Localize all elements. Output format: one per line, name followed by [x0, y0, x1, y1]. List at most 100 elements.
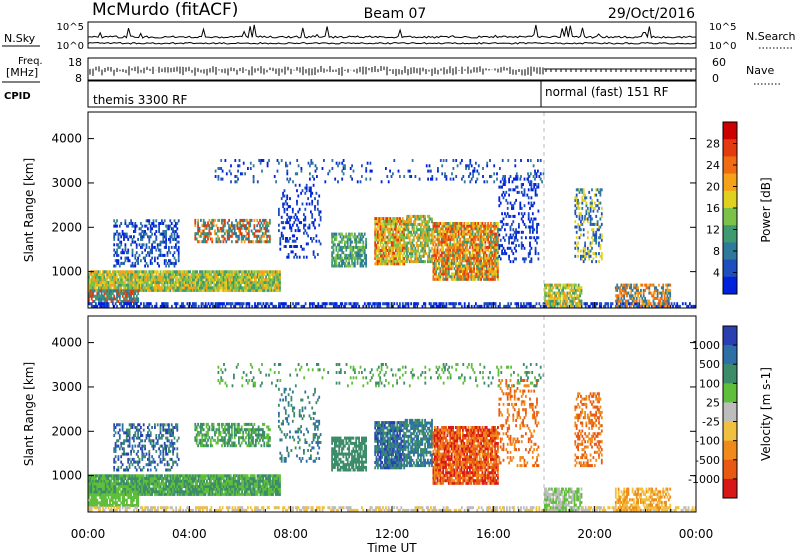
scatter-cell [456, 264, 459, 268]
scatter-cell [515, 244, 517, 248]
scatter-cell [103, 294, 106, 298]
scatter-cell [296, 215, 298, 219]
scatter-cell [138, 275, 141, 279]
scatter-cell [378, 246, 381, 250]
scatter-cell [429, 249, 432, 253]
scatter-cell [222, 240, 225, 244]
scatter-cell [310, 237, 312, 240]
scatter-cell [383, 251, 386, 255]
scatter-cell [225, 286, 228, 290]
scatter-cell [424, 222, 426, 226]
scatter-cell [204, 270, 207, 274]
scatter-cell [351, 251, 353, 255]
scatter-cell [584, 254, 586, 258]
scatter-cell [218, 281, 221, 284]
scatter-cell [120, 292, 123, 295]
scatter-cell [161, 219, 163, 223]
scatter-cell [477, 256, 480, 260]
scatter-cell [485, 227, 488, 231]
scatter-cell [474, 256, 477, 260]
scatter-cell [106, 300, 109, 303]
scatter-cell [382, 238, 385, 242]
scatter-cell [621, 283, 624, 287]
scatter-cell [168, 288, 170, 292]
scatter-cell [399, 227, 401, 231]
scatter-cell [569, 291, 572, 295]
scatter-cell [89, 289, 92, 293]
scatter-cell [536, 185, 538, 189]
scatter-cell [616, 304, 619, 308]
scatter-cell [90, 292, 93, 295]
scatter-cell [478, 261, 481, 265]
scatter-cell [214, 288, 217, 292]
scatter-cell [206, 270, 208, 274]
scatter-cell [452, 259, 454, 263]
scatter-cell [487, 272, 489, 276]
scatter-cell [586, 249, 589, 253]
scatter-cell [140, 270, 142, 274]
scatter-cell [279, 304, 282, 308]
scatter-cell [187, 283, 190, 287]
scatter-cell [431, 236, 433, 240]
scatter-cell [491, 275, 494, 279]
scatter-cell [104, 304, 107, 308]
scatter-cell [470, 261, 473, 265]
scatter-cell [374, 262, 377, 266]
scatter-cell [207, 232, 209, 236]
scatter-cell [427, 230, 429, 234]
scatter-cell [238, 234, 240, 238]
scatter-cell [266, 281, 269, 284]
scatter-cell [620, 302, 623, 306]
scatter-cell [193, 288, 196, 292]
scatter-cell [325, 302, 328, 306]
scatter-cell [280, 197, 283, 201]
scatter-cell [169, 281, 172, 284]
scatter-cell [396, 259, 399, 263]
scatter-cell [497, 277, 499, 281]
scatter-cell [574, 196, 577, 200]
scatter-cell [406, 254, 408, 258]
scatter-cell [338, 261, 341, 265]
scatter-cell [355, 240, 358, 244]
scatter-cell [462, 232, 464, 236]
scatter-cell [113, 224, 116, 228]
scatter-cell [155, 288, 158, 292]
scatter-cell [279, 286, 281, 290]
scatter-cell [494, 227, 496, 231]
scatter-cell [200, 232, 202, 236]
scatter-cell [406, 249, 408, 253]
scatter-cell [363, 302, 366, 306]
scatter-cell [220, 281, 222, 284]
scatter-cell [573, 288, 576, 292]
scatter-cell [497, 269, 499, 273]
scatter-cell [393, 257, 396, 260]
scatter-cell [490, 240, 492, 244]
scatter-cell [488, 261, 491, 265]
scatter-cell [315, 191, 318, 195]
scatter-cell [124, 281, 127, 284]
scatter-cell [135, 278, 138, 282]
scatter-cell [399, 254, 401, 258]
scatter-cell [508, 241, 510, 245]
scatter-cell [382, 227, 385, 231]
scatter-cell [102, 286, 104, 290]
scatter-cell [580, 291, 583, 295]
scatter-cell [404, 302, 407, 306]
scatter-cell [175, 259, 177, 263]
scatter-cell [179, 278, 182, 282]
scatter-cell [276, 275, 279, 279]
scatter-cell [253, 273, 256, 276]
scatter-cell [436, 240, 439, 244]
scatter-cell [619, 299, 621, 303]
scatter-cell [471, 272, 474, 276]
scatter-cell [494, 275, 496, 279]
scatter-cell [459, 261, 461, 265]
scatter-cell [342, 304, 345, 308]
scatter-cell [118, 288, 121, 292]
scatter-cell [443, 224, 446, 228]
scatter-cell [113, 297, 116, 301]
scatter-cell [400, 243, 403, 247]
scatter-cell [177, 273, 180, 276]
scatter-cell [133, 235, 135, 239]
scatter-cell [485, 253, 488, 257]
